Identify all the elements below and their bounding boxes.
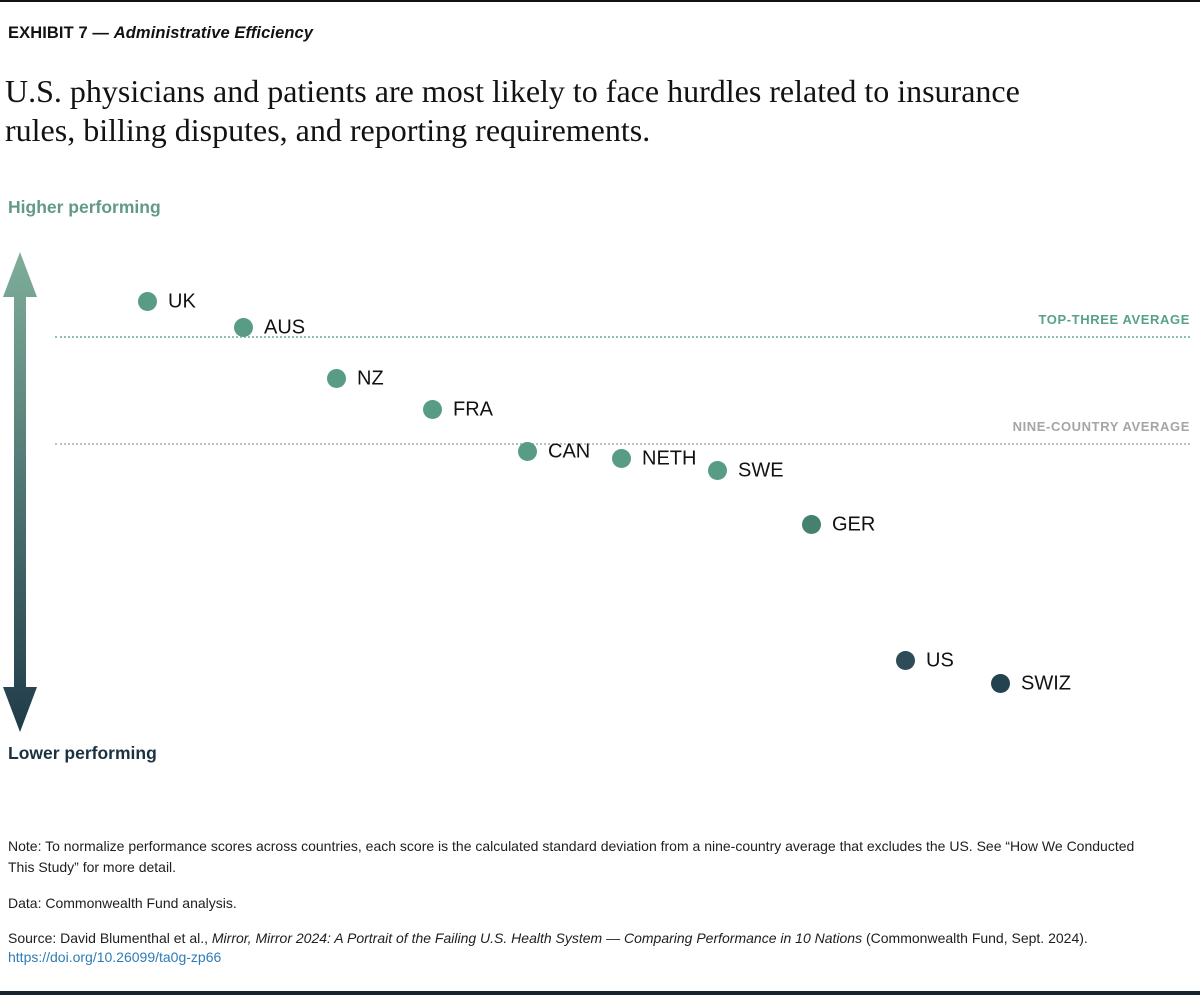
source-suffix: (Commonwealth Fund, Sept. 2024). <box>862 930 1088 946</box>
data-point-uk <box>137 291 157 311</box>
data-point-ger <box>801 514 821 534</box>
top-three-average-label: TOP-THREE AVERAGE <box>1038 312 1190 327</box>
top-three-average-line <box>55 336 1190 338</box>
data-point-label-can: CAN <box>548 440 591 463</box>
lower-performing-text: Lower performing <box>8 743 157 763</box>
nine-country-average-line <box>55 443 1190 445</box>
note-line-2: This Study” for more detail. <box>8 859 177 875</box>
data-point-label-fra: FRA <box>453 398 493 421</box>
source-text: Source: David Blumenthal et al., Mirror,… <box>8 928 1168 949</box>
note-text: Note: To normalize performance scores ac… <box>8 836 1168 878</box>
data-point-swiz <box>990 673 1010 693</box>
page-title-line-2: rules, billing disputes, and reporting r… <box>5 112 651 148</box>
page-title-line-1: U.S. physicians and patients are most li… <box>5 73 1020 109</box>
top-rule <box>0 0 1200 2</box>
doi-link[interactable]: https://doi.org/10.26099/ta0g-zp66 <box>8 949 222 965</box>
data-point-label-us: US <box>926 649 954 672</box>
data-credit-text: Data: Commonwealth Fund analysis. <box>8 893 1168 914</box>
data-point-label-swe: SWE <box>738 459 784 482</box>
exhibit-subject: Administrative Efficiency <box>113 24 314 42</box>
source-prefix: Source: David Blumenthal et al., <box>8 930 212 946</box>
page-title: U.S. physicians and patients are most li… <box>5 72 1185 150</box>
data-point-label-neth: NETH <box>642 447 697 470</box>
data-point-label-aus: AUS <box>264 316 306 339</box>
exhibit-label: EXHIBIT 7 — <box>8 24 110 42</box>
note-line-1: Note: To normalize performance scores ac… <box>8 838 1135 854</box>
data-credit-line: Data: Commonwealth Fund analysis. <box>8 895 237 911</box>
data-point-us <box>895 650 915 670</box>
source-publication-title: Mirror, Mirror 2024: A Portrait of the F… <box>211 930 863 946</box>
data-point-label-ger: GER <box>832 513 876 536</box>
data-point-can <box>517 441 537 461</box>
bottom-rule <box>0 991 1200 995</box>
data-point-label-swiz: SWIZ <box>1021 672 1071 695</box>
higher-performing-label: Higher performing <box>8 196 161 219</box>
data-point-label-uk: UK <box>168 290 196 313</box>
data-point-swe <box>707 460 727 480</box>
performance-axis-arrow-icon <box>3 252 37 732</box>
data-point-aus <box>233 317 253 337</box>
data-point-nz <box>326 368 346 388</box>
data-point-fra <box>422 399 442 419</box>
data-point-label-nz: NZ <box>357 367 384 390</box>
nine-country-average-label: NINE-COUNTRY AVERAGE <box>1012 419 1190 434</box>
higher-performing-text: Higher performing <box>8 197 161 217</box>
data-point-neth <box>611 448 631 468</box>
lower-performing-label: Lower performing <box>8 742 157 765</box>
exhibit-header: EXHIBIT 7 — Administrative Efficiency <box>8 24 313 43</box>
